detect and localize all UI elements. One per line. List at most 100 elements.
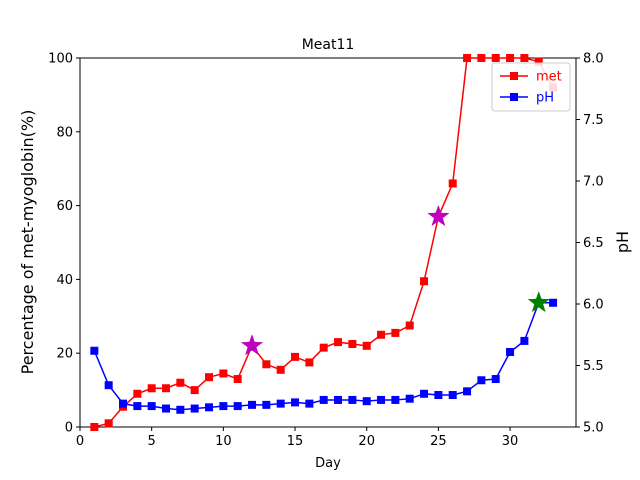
data-point [549,298,558,307]
data-point [176,405,185,414]
x-tick-label: 15 [287,434,304,449]
y-tick-label: 80 [56,125,73,140]
data-point [133,402,142,411]
legend-label: pH [536,91,554,106]
data-point [334,395,343,404]
data-point [477,54,486,62]
legend-marker [510,93,518,101]
series-ph [90,298,558,414]
data-point [119,399,128,408]
y2-tick-label: 6.5 [583,236,604,251]
data-point [276,365,285,374]
data-point [534,57,543,66]
data-point [434,391,443,400]
data-point [276,399,285,408]
legend-label: met [536,70,562,85]
data-point [90,346,99,355]
data-point [233,375,242,384]
x-tick-label: 0 [76,434,84,449]
data-point [176,378,185,387]
data-point [291,352,300,361]
x-tick-label: 30 [502,434,519,449]
data-point [491,54,500,62]
y2-tick-label: 5.5 [583,359,604,374]
data-point [362,397,371,406]
data-point [520,336,529,345]
x-tick-label: 20 [358,434,375,449]
data-point [448,179,457,188]
data-point [305,358,314,367]
data-point [348,395,357,404]
data-point [506,347,515,356]
y2-tick-label: 7.5 [583,113,604,128]
data-point [205,373,214,382]
y-tick-label: 40 [56,273,73,288]
data-point [348,339,357,348]
data-point [463,387,472,396]
data-point [448,391,457,400]
data-point [391,328,400,337]
data-point [190,404,199,413]
x-axis-label: Day [315,456,341,471]
data-point [405,321,414,330]
series-line [93,302,554,411]
series-line [94,57,554,428]
data-point [305,399,314,408]
data-point [104,419,113,428]
data-point [162,404,171,413]
highlight-star [240,334,264,356]
data-point [391,395,400,404]
y2-tick-label: 6.0 [583,298,604,313]
y2-axis-label: pH [613,231,632,253]
legend: met pH [491,62,571,112]
y-tick-label: 20 [56,347,73,362]
data-point [262,360,271,369]
legend-marker [510,72,518,80]
data-point [104,381,113,390]
x-tick-label: 5 [148,434,156,449]
data-point [248,400,257,409]
data-point [319,343,328,352]
data-point [147,402,156,411]
x-tick-label: 10 [215,434,232,449]
data-point [233,402,242,411]
highlight-star [427,204,450,227]
plot-area: 0 5 10 15 20 25 30 0 20 40 60 80 100 5.0 5.5 6.0 6.5 7.0 7… [48,52,604,450]
y-axis-label: Percentage of met-myoglobin(%) [18,110,37,375]
data-point [491,375,500,384]
data-point [90,423,99,431]
data-point [147,384,156,393]
x-tick-label: 25 [430,434,447,449]
data-point [291,398,300,407]
y2-tick-label: 7.0 [583,175,604,190]
data-point [334,338,343,347]
data-point [520,54,529,62]
data-point [420,389,429,398]
y2-tick-label: 5.0 [583,421,604,436]
data-point [420,277,429,286]
data-point [506,54,515,62]
chart-title: Meat11 [302,37,355,53]
data-point [133,389,142,398]
series-met [90,54,558,431]
y-tick-label: 60 [56,199,73,214]
data-point [377,330,386,339]
data-point [319,395,328,404]
data-point [405,394,414,403]
data-point [362,341,371,350]
data-point [219,402,228,411]
data-point [463,54,472,62]
data-point [219,369,228,378]
y-tick-label: 0 [65,421,73,436]
y2-tick-label: 8.0 [583,52,604,67]
data-point [205,403,214,412]
data-point [190,386,199,395]
highlight-star [527,291,550,313]
data-point [262,400,271,409]
data-point [377,395,386,404]
data-point [477,376,486,385]
plot-frame [79,57,577,428]
data-point [162,384,171,393]
y-tick-label: 100 [48,52,73,67]
